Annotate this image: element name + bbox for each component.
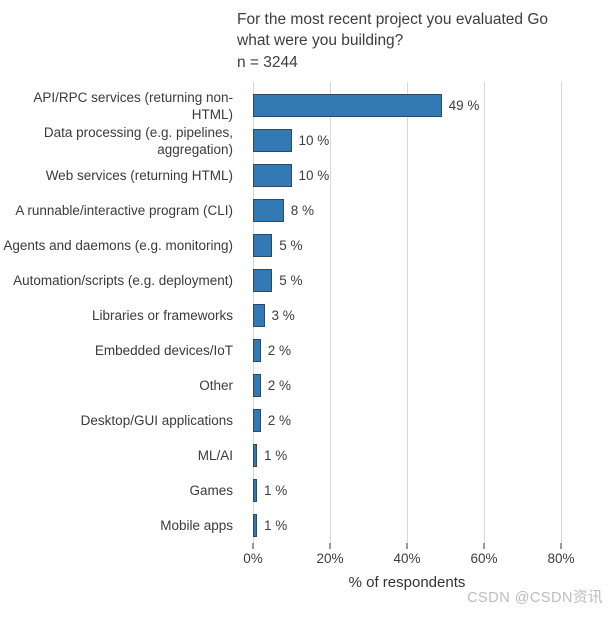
bar-row: Desktop/GUI applications 2 % (0, 403, 612, 438)
value-label: 5 % (279, 273, 303, 288)
category-label: Embedded devices/IoT (94, 343, 233, 358)
category-label: Mobile apps (160, 518, 233, 533)
value-label: 2 % (267, 343, 291, 358)
value-label: 3 % (271, 308, 295, 323)
category-label: Games (189, 483, 233, 498)
bar-track: 2 % (253, 403, 612, 438)
bar-row: A runnable/interactive program (CLI) 8 % (0, 193, 612, 228)
bar (253, 374, 261, 397)
bar (253, 164, 292, 187)
bar-track: 10 % (253, 158, 612, 193)
bar-row: Data processing (e.g. pipelines, aggrega… (0, 123, 612, 158)
x-axis-tick-label: 0% (243, 551, 263, 566)
value-label: 1 % (264, 518, 288, 533)
bar (253, 479, 257, 502)
bar-row: API/RPC services (returning non-HTML) 49 … (0, 88, 612, 123)
bar-track: 8 % (253, 193, 612, 228)
x-axis-tick (560, 543, 562, 549)
gridline (407, 82, 408, 543)
bar-row: Agents and daemons (e.g. monitoring) 5 % (0, 228, 612, 263)
bar-track: 1 % (253, 473, 612, 508)
x-axis-tick-label: 60% (470, 551, 498, 566)
x-axis-tick (329, 543, 331, 549)
value-label: 1 % (264, 448, 288, 463)
category-label: Other (199, 378, 233, 393)
bar (253, 129, 292, 152)
bar-row: Web services (returning HTML) 10 % (0, 158, 612, 193)
bar-track: 5 % (253, 263, 612, 298)
x-axis-tick-label: 20% (316, 551, 344, 566)
bar-track: 2 % (253, 368, 612, 403)
category-label: Desktop/GUI applications (80, 413, 233, 428)
category-label: Libraries or frameworks (91, 308, 233, 323)
bar-row: Automation/scripts (e.g. deployment) 5 % (0, 263, 612, 298)
bar-row: Libraries or frameworks 3 % (0, 298, 612, 333)
bar-track: 1 % (253, 508, 612, 543)
bar (253, 339, 261, 362)
x-axis-tick-label: 80% (547, 551, 575, 566)
bar (253, 409, 261, 432)
watermark: CSDN @CSDN资讯 (467, 590, 603, 606)
bar (253, 199, 284, 222)
chart-title: For the most recent project you evaluate… (237, 9, 612, 73)
value-label: 49 % (448, 98, 480, 113)
sample-size-label: n = 3244 (237, 54, 298, 71)
value-label: 2 % (267, 378, 291, 393)
bar (253, 304, 265, 327)
bar-row: ML/AI 1 % (0, 438, 612, 473)
bar-row: Mobile apps 1 % (0, 508, 612, 543)
x-axis-tick (252, 543, 254, 549)
category-label: Data processing (e.g. pipelines, aggrega… (43, 124, 233, 157)
category-label: API/RPC services (returning non-HTML) (33, 89, 233, 122)
bar-track: 49 % (253, 88, 612, 123)
gridline (561, 82, 562, 543)
value-label: 10 % (298, 133, 330, 148)
x-axis-tick-label: 40% (393, 551, 421, 566)
chart-title-line2: what were you building? (237, 32, 404, 49)
bar-track: 2 % (253, 333, 612, 368)
category-label: A runnable/interactive program (CLI) (15, 203, 233, 218)
chart-title-line1: For the most recent project you evaluate… (237, 11, 549, 28)
bar-row: Games 1 % (0, 473, 612, 508)
x-axis-title: % of respondents (348, 574, 466, 591)
x-axis-tick (483, 543, 485, 549)
bar-track: 1 % (253, 438, 612, 473)
value-label: 5 % (279, 238, 303, 253)
bar (253, 514, 257, 537)
category-label: Automation/scripts (e.g. deployment) (13, 273, 233, 288)
gridline (330, 82, 331, 543)
value-label: 10 % (298, 168, 330, 183)
bar-row: Other 2 % (0, 368, 612, 403)
bar-track: 3 % (253, 298, 612, 333)
gridline (484, 82, 485, 543)
value-label: 8 % (290, 203, 315, 218)
value-label: 1 % (264, 483, 288, 498)
category-label: Web services (returning HTML) (45, 168, 233, 183)
value-label: 2 % (267, 413, 291, 428)
category-label: ML/AI (197, 448, 233, 463)
bar-track: 10 % (253, 123, 612, 158)
category-label: Agents and daemons (e.g. monitoring) (3, 238, 233, 253)
bar (253, 269, 273, 292)
bar-row: Embedded devices/IoT 2 % (0, 333, 612, 368)
bar (253, 94, 442, 117)
bar-track: 5 % (253, 228, 612, 263)
bar (253, 234, 273, 257)
bar (253, 444, 257, 467)
x-axis-tick (406, 543, 408, 549)
bar-rows: API/RPC services (returning non-HTML) 49 … (0, 88, 612, 543)
